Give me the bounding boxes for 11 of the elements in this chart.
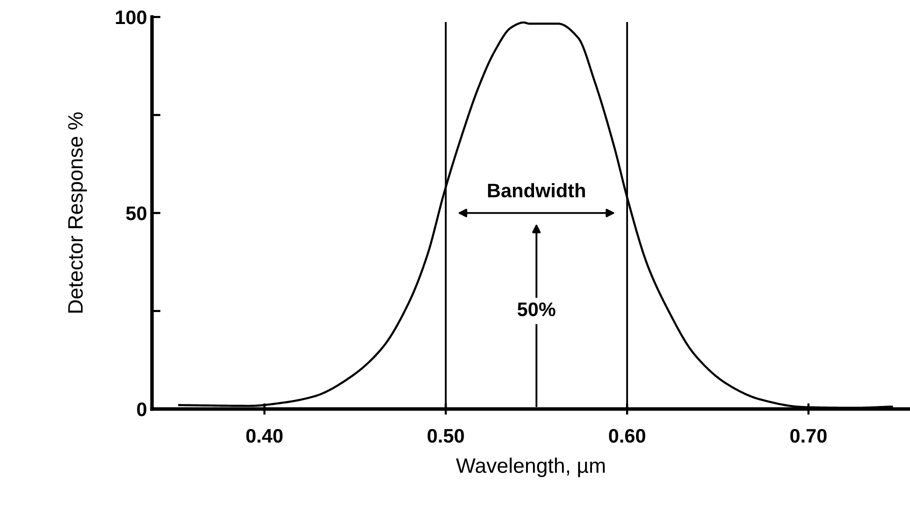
y-tick-label: 0: [137, 402, 146, 416]
y-axis-title: Detector Response %: [68, 112, 87, 313]
y-tick-label: 50: [126, 206, 146, 220]
annotation: 50%: [518, 302, 556, 316]
x-tick-label: 0.70: [790, 428, 827, 443]
x-tick-label: 0.60: [608, 428, 646, 443]
x-tick-label: 0.50: [428, 428, 464, 443]
annotation: Bandwidth: [488, 183, 585, 198]
x-tick-label: 0.40: [246, 428, 283, 443]
y-tick-label: 100: [116, 10, 146, 24]
x-axis-title: Wavelength, µm: [456, 458, 605, 478]
